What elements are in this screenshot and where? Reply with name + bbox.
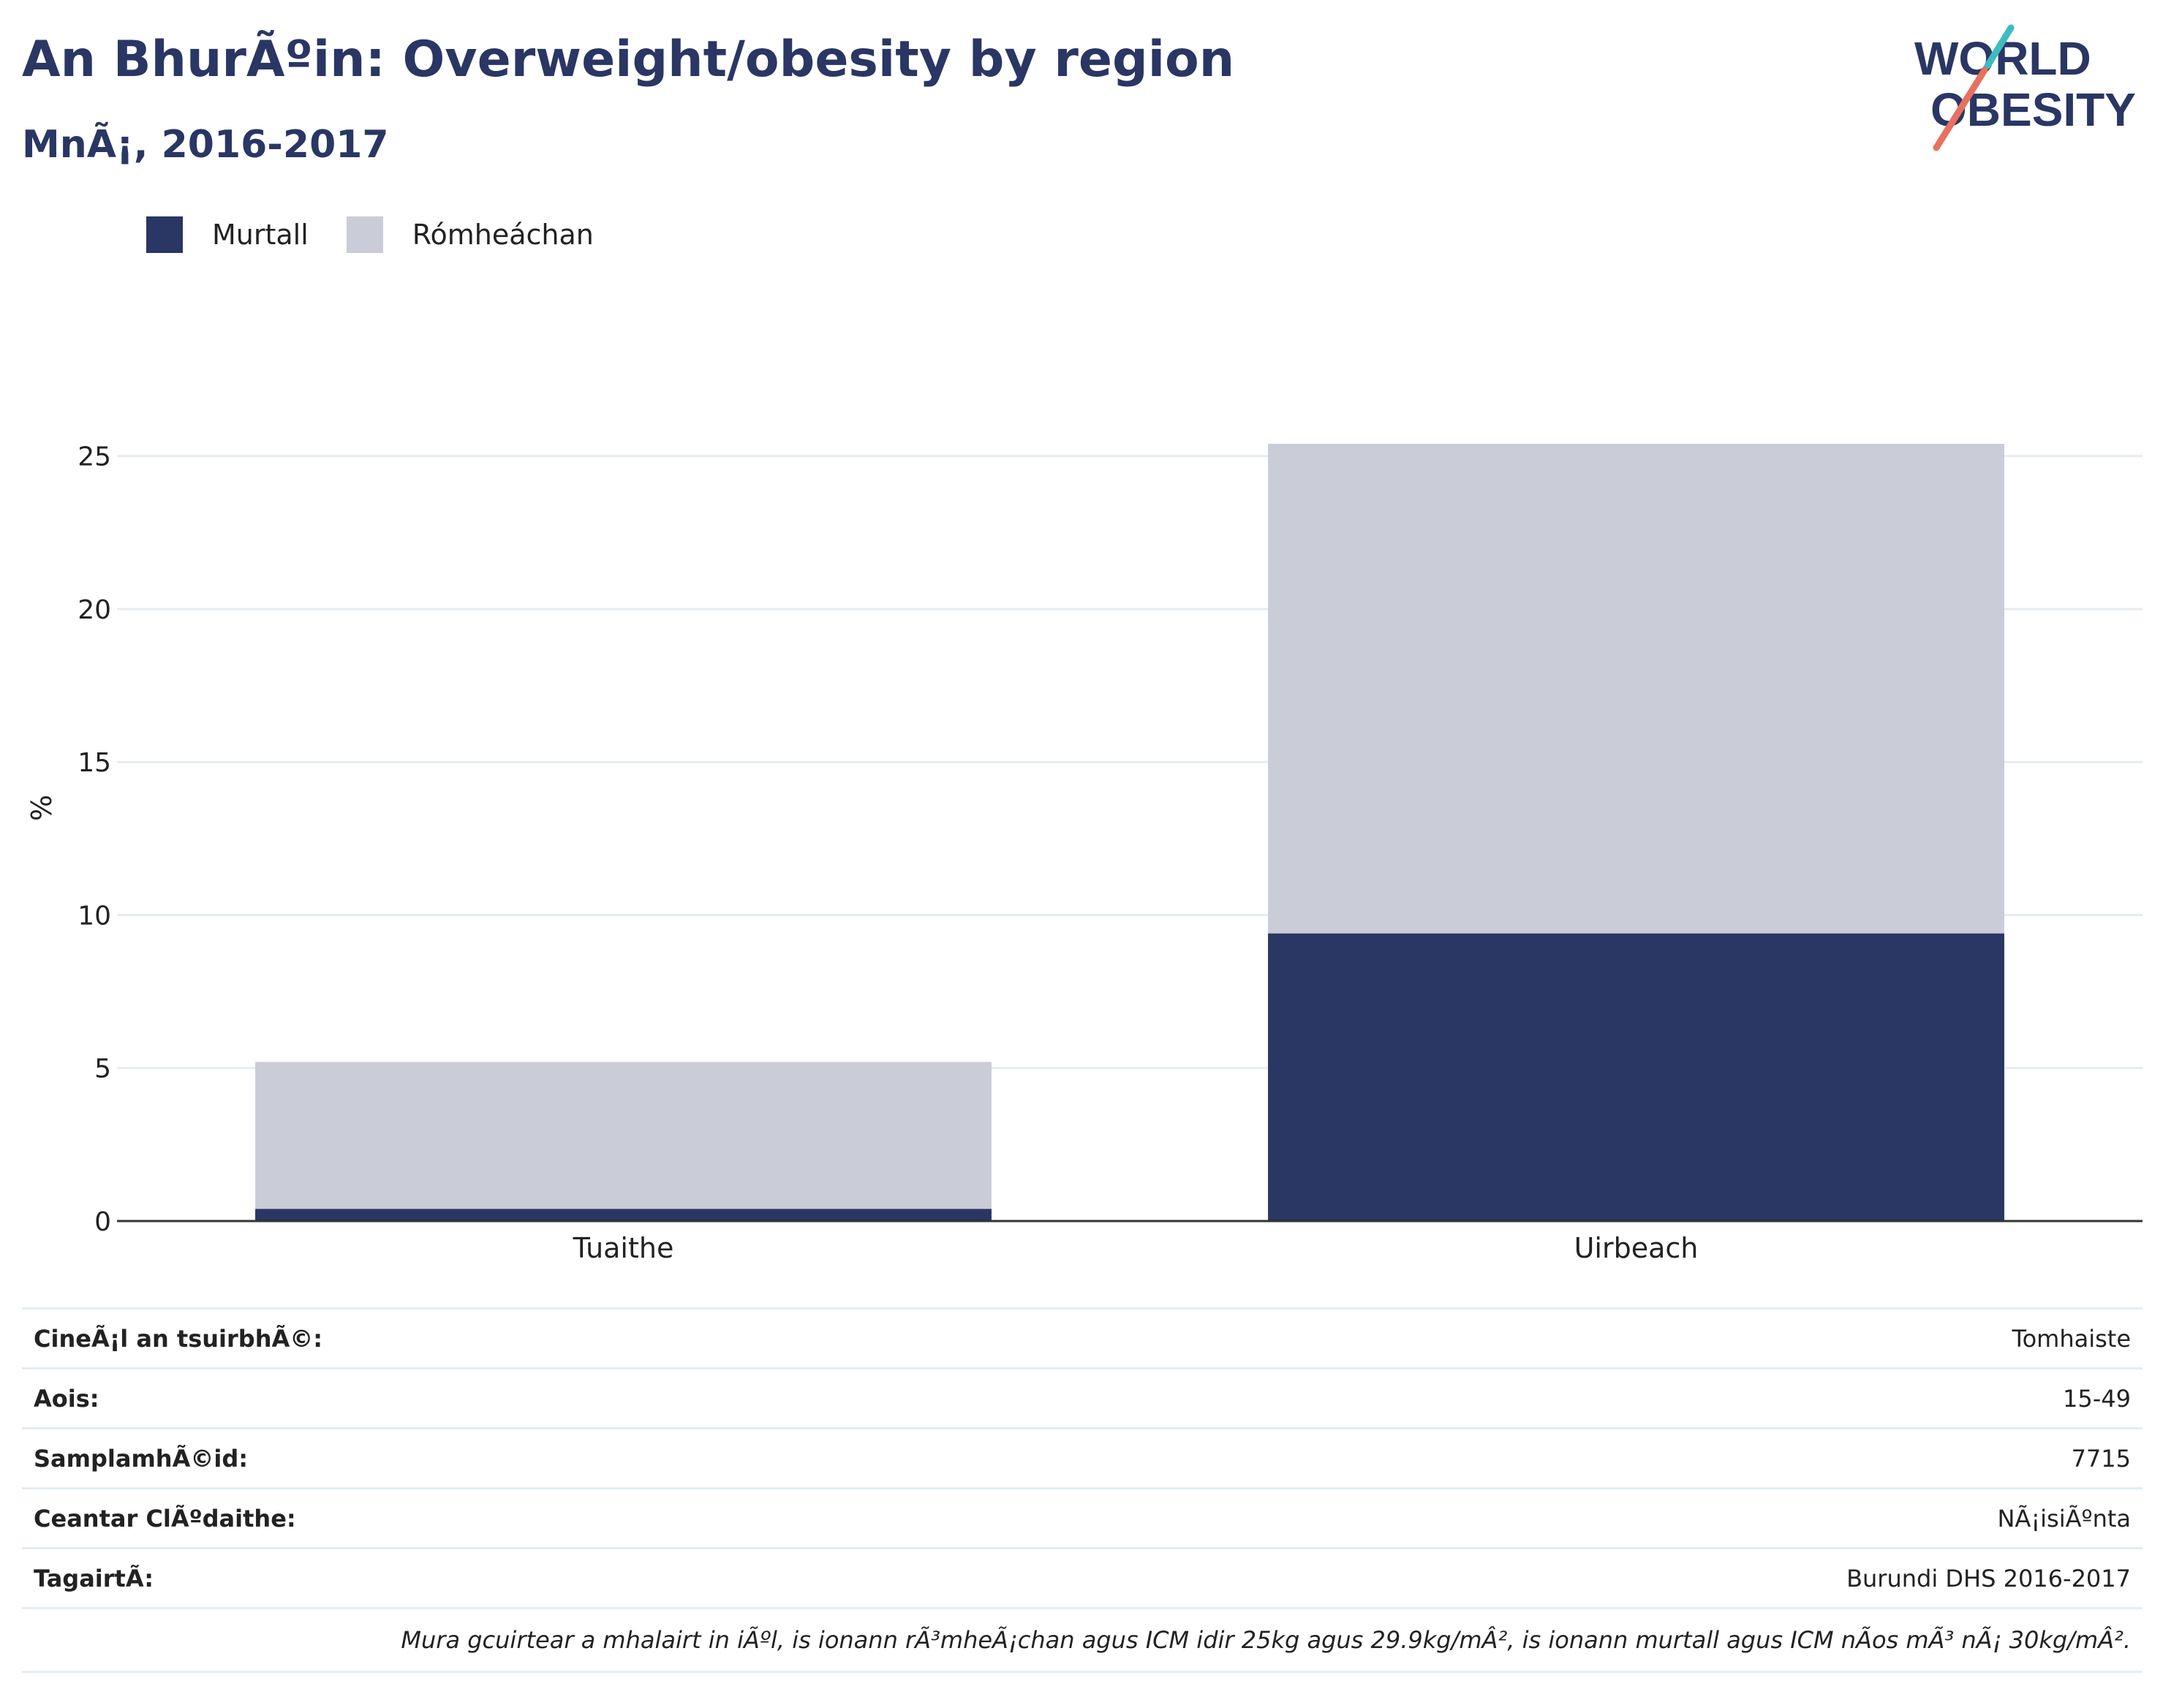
- y-axis-label: %: [26, 795, 58, 821]
- info-key: SamplamhÃ©id:: [34, 1444, 249, 1473]
- legend-item-romheachan[interactable]: Rómheáchan: [346, 216, 594, 253]
- legend: Murtall Rómheáchan: [146, 216, 632, 253]
- chart-subtitle: MnÃ¡, 2016-2017: [22, 123, 389, 167]
- bar-tuaithe-murtall: [255, 1209, 992, 1221]
- info-key: Aois:: [34, 1384, 99, 1413]
- legend-label: Murtall: [212, 219, 309, 251]
- x-tick-label: Tuaithe: [573, 1232, 674, 1264]
- world-obesity-logo: WORLD OBESITY: [1914, 24, 2136, 151]
- bar-uirbeach-romheachan: [1268, 443, 2004, 934]
- legend-swatch-murtall: [146, 216, 183, 253]
- info-key: CineÃ¡l an tsuirbhÃ©:: [34, 1324, 323, 1353]
- chart-title: An BhurÃºin: Overweight/obesity by regio…: [22, 31, 1235, 88]
- definition-note: Mura gcuirtear a mhalairt in iÃºl, is io…: [22, 1607, 2143, 1673]
- info-value: 15-49: [2063, 1384, 2131, 1413]
- info-key: TagairtÃ:: [34, 1564, 154, 1592]
- legend-swatch-romheachan: [346, 216, 383, 253]
- bar-chart: 0 5 10 15 20 25% Tuaithe Uirbeach: [26, 442, 2143, 1264]
- bar-tuaithe-romheachan: [255, 1062, 992, 1209]
- info-row-sample-size: SamplamhÃ©id: 7715: [22, 1427, 2143, 1487]
- info-row-survey-type: CineÃ¡l an tsuirbhÃ©: Tomhaiste: [22, 1307, 2143, 1367]
- info-table: CineÃ¡l an tsuirbhÃ©: Tomhaiste Aois: 15…: [22, 1307, 2143, 1673]
- bar-uirbeach-murtall: [1268, 933, 2004, 1221]
- legend-item-murtall[interactable]: Murtall: [146, 216, 309, 253]
- logo-slash-coral: [1933, 67, 1988, 151]
- legend-label: Rómheáchan: [412, 219, 594, 251]
- info-value: Tomhaiste: [2012, 1324, 2131, 1353]
- info-value: Burundi DHS 2016-2017: [1846, 1564, 2131, 1592]
- x-tick-label: Uirbeach: [1574, 1232, 1699, 1264]
- y-tick-label: 15: [78, 748, 111, 778]
- info-key: Ceantar ClÃºdaithe:: [34, 1504, 296, 1533]
- info-value: 7715: [2071, 1444, 2131, 1473]
- info-row-age: Aois: 15-49: [22, 1367, 2143, 1427]
- y-tick-label: 5: [94, 1054, 111, 1084]
- logo-slash-teal: [1984, 24, 2015, 69]
- y-tick-label: 25: [78, 442, 111, 472]
- y-tick-label: 10: [78, 901, 111, 931]
- info-row-area-covered: Ceantar ClÃºdaithe: NÃ¡isiÃºnta: [22, 1487, 2143, 1547]
- info-row-reference: TagairtÃ: Burundi DHS 2016-2017: [22, 1547, 2143, 1607]
- logo-text-obesity: OBESITY: [1930, 83, 2136, 136]
- y-tick-label: 0: [94, 1207, 111, 1237]
- info-value: NÃ¡isiÃºnta: [1997, 1504, 2131, 1533]
- y-tick-label: 20: [78, 595, 111, 625]
